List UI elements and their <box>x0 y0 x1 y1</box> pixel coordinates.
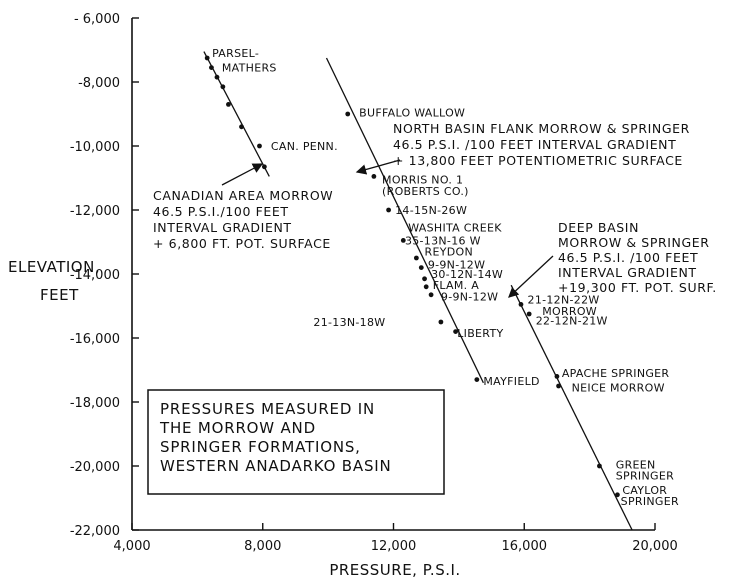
y-tick-label: -18,000 <box>70 396 120 411</box>
north-basin-arrow <box>355 159 401 175</box>
series-3-point <box>556 383 561 389</box>
point-label: LIBERTY <box>457 327 503 340</box>
deep-basin-callout-line: MORROW & SPRINGER <box>558 235 710 250</box>
series-1-point <box>220 84 226 90</box>
north-basin-callout-line: 46.5 P.S.I. /100 FEET INTERVAL GRADIENT <box>393 137 676 152</box>
series-layer <box>203 51 633 531</box>
point-label: SPRINGER <box>621 495 679 508</box>
series-3-point <box>526 311 532 317</box>
axes: 4,000 8,000 12,000 16,000 20,000 - 6,000 -8,00… <box>70 12 678 554</box>
series-2-point <box>438 319 444 325</box>
x-tick-label: 12,000 <box>371 539 417 554</box>
point-label: CAN. PENN. <box>271 140 338 153</box>
point-label: MAYFIELD <box>483 375 539 388</box>
series-1-point <box>239 124 244 130</box>
point-label: 35-13N-16 W <box>405 234 481 247</box>
point-label: 30-12N-14W <box>431 268 503 281</box>
point-label: SPRINGER <box>616 470 674 483</box>
point-label: REYDON <box>425 246 473 259</box>
series-3-point <box>597 463 602 469</box>
point-label: CAYLOR <box>622 484 667 497</box>
series-2-point <box>413 255 419 261</box>
point-label: WASHITA CREEK <box>408 222 502 235</box>
y-tick-label: -10,000 <box>70 140 120 155</box>
point-label: PARSEL- <box>212 47 259 60</box>
canadian-callout-line: + 6,800 FT. POT. SURFACE <box>153 236 331 251</box>
series-3-point <box>615 492 620 498</box>
canadian-callout-line: 46.5 P.S.I./100 FEET <box>153 204 289 219</box>
series-2-point <box>474 377 480 382</box>
y-tick-label: -8,000 <box>78 76 120 91</box>
y-axis-title-line-2: FEET <box>40 286 79 304</box>
deep-basin-callout-line: INTERVAL GRADIENT <box>558 265 697 280</box>
series-1-point <box>209 65 214 70</box>
series-2-point <box>418 265 424 270</box>
deep-basin-callout-line: DEEP BASIN <box>558 220 639 235</box>
y-tick-label: -20,000 <box>70 460 120 475</box>
legend-box-line-4: WESTERN ANADARKO BASIN <box>160 457 392 475</box>
series-2-point <box>386 207 391 213</box>
y-tick-label: -12,000 <box>70 204 120 219</box>
series-1-point <box>261 164 267 170</box>
series-1-point <box>204 55 210 61</box>
series-2-point <box>345 111 351 117</box>
point-label: 22-12N-21W <box>536 314 608 327</box>
y-tick-label: - 6,000 <box>74 12 120 27</box>
point-label: MATHERS <box>222 62 277 75</box>
y-tick-label: -16,000 <box>70 332 120 347</box>
deep-basin-callout-line: 46.5 P.S.I. /100 FEET <box>558 250 698 265</box>
x-tick-label: 16,000 <box>502 539 548 554</box>
series-3-point <box>518 302 524 307</box>
legend-box-line-2: THE MORROW AND <box>159 419 316 437</box>
point-label: MORROW <box>542 305 597 318</box>
series-2-point <box>400 238 406 243</box>
series-1-point <box>214 74 220 80</box>
series-2-point <box>428 292 434 298</box>
x-axis-title: PRESSURE, P.S.I. <box>329 561 460 579</box>
canadian-arrow <box>221 163 264 186</box>
north-basin-callout-line: + 13,800 FEET POTENTIOMETRIC SURFACE <box>393 153 683 168</box>
deep-basin-arrow <box>508 255 554 298</box>
series-1-point <box>257 143 262 149</box>
x-tick-label: 8,000 <box>244 539 281 554</box>
series-1-trend-line <box>203 51 270 177</box>
point-label: 9-9N-12W <box>428 258 485 271</box>
canadian-callout-line: CANADIAN AREA MORROW <box>153 188 333 203</box>
point-label: BUFFALO WALLOW <box>359 106 465 119</box>
series-1-point <box>226 102 231 107</box>
point-label: 9-9N-12W <box>441 290 498 303</box>
point-labels: PARSEL- MATHERS CAN. PENN. BUFFALO WALLOW MO… <box>212 47 679 508</box>
x-tick-label: 4,000 <box>113 539 150 554</box>
point-label: 21-13N-18W <box>313 316 385 329</box>
series-2-point <box>371 174 377 179</box>
point-label: GREEN <box>616 458 656 471</box>
series-2-point <box>422 276 427 282</box>
legend-box-line-1: PRESSURES MEASURED IN <box>160 400 375 418</box>
y-tick-label: -14,000 <box>70 268 120 283</box>
x-tick-label: 20,000 <box>632 539 678 554</box>
series-3-point <box>554 374 560 379</box>
point-label: (ROBERTS CO.) <box>382 185 469 198</box>
legend-box-line-3: SPRINGER FORMATIONS, <box>160 438 361 456</box>
point-label: NEICE MORROW <box>572 382 665 395</box>
series-2-point <box>453 329 459 334</box>
point-label: 21-12N-22W <box>528 294 600 307</box>
y-tick-label: -22,000 <box>70 524 120 539</box>
point-label: APACHE SPRINGER <box>562 367 670 380</box>
point-label: MORRIS NO. 1 <box>382 174 463 187</box>
deep-basin-callout-line: +19,300 FT. POT. SURF. <box>558 280 717 295</box>
canadian-callout-line: INTERVAL GRADIENT <box>153 220 292 235</box>
legend-box <box>147 389 445 495</box>
y-axis-title-line-1: ELEVATION, <box>8 258 100 276</box>
north-basin-callout-line: NORTH BASIN FLANK MORROW & SPRINGER <box>393 121 690 136</box>
series-3-trend-line <box>510 284 633 531</box>
point-label: 14-15N-26W <box>395 204 467 217</box>
series-2-point <box>423 284 429 290</box>
series-2-trend-line <box>325 57 484 384</box>
point-label: FLAM. A <box>433 279 480 292</box>
